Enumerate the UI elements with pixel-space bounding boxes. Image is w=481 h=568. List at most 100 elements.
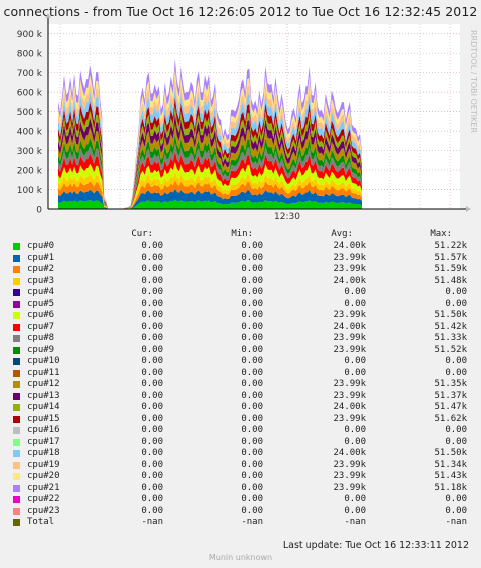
legend-min-value: 0.00 (241, 298, 263, 309)
last-update: Last update: Tue Oct 16 12:33:11 2012 (282, 540, 469, 551)
legend-max-value: 51.50k (434, 310, 467, 320)
legend-avg-value: 24.00k (333, 241, 366, 251)
legend-row: cpu#22 0.00 0.00 0.00 0.00 (0, 494, 481, 506)
legend-cur-value: 0.00 (141, 321, 163, 332)
legend-cur-value: 0.00 (141, 425, 163, 435)
legend-swatch (13, 427, 20, 434)
legend-swatch (13, 243, 20, 250)
legend-min-value: 0.00 (241, 494, 263, 504)
legend-max-value: -nan (445, 517, 467, 527)
legend-series-name: cpu#17 (27, 436, 60, 447)
legend-avg-value: 0.00 (344, 356, 366, 366)
legend-min-value: 0.00 (241, 344, 263, 355)
legend-max-value: 51.43k (434, 471, 467, 481)
legend-series-name: cpu#22 (27, 494, 60, 504)
grid (48, 24, 460, 209)
y-tick-label: 300 k (17, 147, 43, 157)
legend-avg-value: 0.00 (344, 298, 366, 309)
legend-row: cpu#23 0.00 0.00 0.00 0.00 (0, 506, 481, 518)
legend-max-value: 51.57k (434, 252, 467, 263)
legend-swatch (13, 369, 20, 377)
legend-avg-value: 23.99k (333, 264, 366, 274)
legend-swatch (13, 392, 20, 400)
legend-row: cpu#19 0.00 0.00 23.99k 51.34k (0, 460, 481, 472)
legend-avg-value: 0.00 (344, 287, 366, 297)
legend-min-value: 0.00 (241, 413, 263, 424)
legend-cur-value: 0.00 (141, 287, 163, 297)
legend-min-value: 0.00 (241, 321, 263, 332)
legend-min-value: 0.00 (241, 252, 263, 263)
legend-swatch (13, 461, 20, 469)
stacked-areas (58, 58, 362, 209)
legend-cur-value: 0.00 (141, 471, 163, 481)
legend-max-value: 51.62k (434, 413, 467, 424)
legend-series-name: cpu#6 (27, 310, 55, 320)
legend-min-value: 0.00 (241, 241, 263, 251)
legend-avg-value: 23.99k (333, 344, 366, 355)
legend-cur-value: 0.00 (141, 505, 163, 516)
legend-row: cpu#3 0.00 0.00 24.00k 51.48k (0, 276, 481, 288)
legend-row: cpu#2 0.00 0.00 23.99k 51.59k (0, 264, 481, 276)
legend-max-value: 0.00 (445, 367, 467, 378)
legend-max-value: 51.48k (434, 275, 467, 286)
legend-min-value: 0.00 (241, 459, 263, 470)
legend-swatch (13, 484, 20, 492)
area-cpu-0 (58, 199, 362, 209)
legend-row: cpu#12 0.00 0.00 23.99k 51.35k (0, 379, 481, 391)
legend-max-value: 51.50k (434, 448, 467, 458)
legend-max-value: 0.00 (445, 287, 467, 297)
legend-swatch (13, 289, 20, 296)
legend-row: cpu#16 0.00 0.00 0.00 0.00 (0, 425, 481, 437)
legend-swatch (13, 346, 20, 354)
chart-plot: 0 100 k 200 k 300 k 400 k 500 k 600 k 700 k 800 … (17, 13, 471, 222)
header-cur: Cur: (131, 229, 153, 239)
legend-avg-value: 23.99k (333, 471, 366, 481)
x-tick-label: 12:30 (274, 212, 300, 222)
legend-max-value: 51.18k (434, 482, 467, 493)
legend-avg-value: 23.99k (333, 413, 366, 424)
legend-row: cpu#21 0.00 0.00 23.99k 51.18k (0, 483, 481, 495)
header-min: Min: (231, 229, 253, 239)
legend-series-name: cpu#12 (27, 379, 60, 389)
area-cpu-19 (58, 76, 362, 209)
legend-avg-value: -nan (344, 517, 366, 527)
legend-row: cpu#14 0.00 0.00 24.00k 51.47k (0, 402, 481, 414)
area-cpu-20 (58, 68, 362, 209)
legend-avg-value: 23.99k (333, 333, 366, 343)
legend-max-value: 51.37k (434, 390, 467, 401)
legend-max-value: 51.22k (434, 241, 467, 251)
legend-cur-value: 0.00 (141, 310, 163, 320)
area-cpu-18 (58, 85, 362, 209)
area-cpu-21 (58, 58, 362, 209)
legend-cur-value: 0.00 (141, 333, 163, 343)
legend-cur-value: 0.00 (141, 494, 163, 504)
legend-max-value: 0.00 (445, 356, 467, 366)
area-cpu-9 (58, 134, 362, 209)
legend-swatch (13, 415, 20, 423)
legend-swatch (13, 450, 20, 457)
legend-min-value: 0.00 (241, 333, 263, 343)
area-cpu-2 (58, 179, 362, 209)
legend-row: cpu#11 0.00 0.00 0.00 0.00 (0, 368, 481, 380)
legend-series-name: cpu#13 (27, 390, 60, 401)
legend-row: cpu#8 0.00 0.00 23.99k 51.33k (0, 333, 481, 345)
legend-series-name: cpu#20 (27, 471, 60, 481)
legend-header: Cur: Min: Avg: Max: (0, 229, 481, 241)
legend-cur-value: 0.00 (141, 298, 163, 309)
legend-avg-value: 23.99k (333, 310, 366, 320)
legend-cur-value: 0.00 (141, 241, 163, 251)
legend-row: cpu#0 0.00 0.00 24.00k 51.22k (0, 241, 481, 253)
axes (45, 13, 471, 212)
legend-series-name: cpu#0 (27, 241, 55, 251)
legend-max-value: 0.00 (445, 298, 467, 309)
legend-series-name: cpu#21 (27, 482, 60, 493)
legend-avg-value: 23.99k (333, 459, 366, 470)
legend-max-value: 51.34k (434, 459, 467, 470)
legend-max-value: 0.00 (445, 505, 467, 516)
header-max: Max: (430, 229, 452, 239)
area-cpu-12 (58, 123, 362, 209)
legend-cur-value: 0.00 (141, 356, 163, 366)
legend-swatch (13, 266, 20, 273)
legend-series-name: cpu#19 (27, 459, 60, 470)
legend-row: cpu#20 0.00 0.00 23.99k 51.43k (0, 471, 481, 483)
